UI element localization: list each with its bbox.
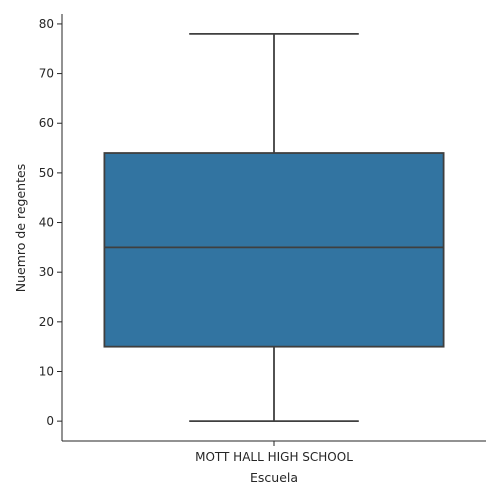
y-tick-label: 80 — [39, 17, 54, 31]
y-tick-label: 50 — [39, 166, 54, 180]
y-tick-label: 60 — [39, 116, 54, 130]
x-axis-ticks: MOTT HALL HIGH SCHOOL — [195, 441, 353, 464]
x-axis-label: Escuela — [250, 470, 298, 485]
x-tick-label: MOTT HALL HIGH SCHOOL — [195, 450, 353, 464]
plot-area — [103, 32, 445, 423]
y-tick-label: 40 — [39, 216, 54, 230]
y-tick-label: 70 — [39, 67, 54, 81]
y-tick-label: 10 — [39, 364, 54, 378]
y-tick-label: 30 — [39, 265, 54, 279]
y-axis-label: Nuemro de regentes — [13, 164, 28, 292]
y-tick-label: 20 — [39, 315, 54, 329]
box-iqr — [103, 152, 445, 348]
y-tick-label: 0 — [46, 414, 54, 428]
y-axis-ticks: 0 10 20 30 40 50 60 70 80 — [39, 17, 62, 428]
